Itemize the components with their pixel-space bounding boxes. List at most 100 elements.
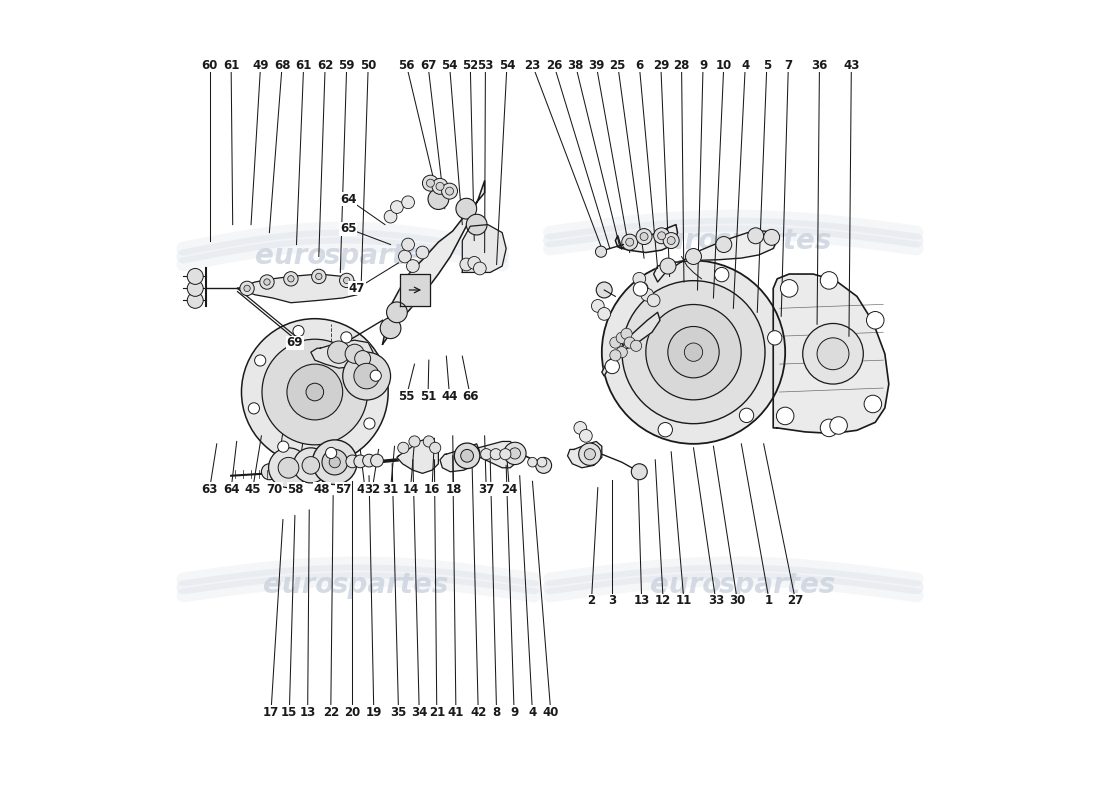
- Text: 45: 45: [244, 482, 261, 496]
- Text: 61: 61: [296, 58, 311, 72]
- Circle shape: [249, 402, 260, 414]
- Circle shape: [609, 337, 622, 348]
- Circle shape: [829, 417, 847, 434]
- Circle shape: [663, 233, 679, 249]
- Text: 9: 9: [510, 706, 518, 719]
- Text: 43: 43: [844, 58, 859, 72]
- Circle shape: [684, 343, 703, 362]
- Circle shape: [626, 238, 634, 246]
- Circle shape: [499, 449, 510, 460]
- Circle shape: [424, 436, 434, 447]
- Circle shape: [865, 395, 881, 413]
- Circle shape: [371, 454, 384, 467]
- Circle shape: [446, 187, 453, 195]
- Circle shape: [624, 337, 636, 348]
- Text: 65: 65: [340, 222, 356, 235]
- Text: 52: 52: [462, 58, 478, 72]
- Circle shape: [579, 443, 601, 466]
- Circle shape: [647, 294, 660, 306]
- Circle shape: [354, 363, 379, 389]
- Text: euro: euro: [263, 571, 334, 599]
- Text: 46: 46: [356, 482, 373, 496]
- Circle shape: [668, 237, 675, 245]
- Circle shape: [716, 237, 732, 253]
- Circle shape: [660, 258, 676, 274]
- Text: 64: 64: [340, 193, 356, 206]
- Text: 14: 14: [403, 482, 419, 496]
- Text: 29: 29: [652, 58, 669, 72]
- Circle shape: [354, 350, 371, 366]
- Circle shape: [537, 458, 547, 467]
- Text: 53: 53: [477, 58, 494, 72]
- Circle shape: [278, 458, 299, 478]
- Circle shape: [777, 407, 794, 425]
- Circle shape: [326, 447, 337, 458]
- Circle shape: [409, 436, 420, 447]
- Circle shape: [685, 249, 702, 265]
- Text: 61: 61: [223, 58, 240, 72]
- Circle shape: [780, 280, 798, 297]
- Text: 30: 30: [729, 594, 746, 607]
- Circle shape: [254, 355, 266, 366]
- Circle shape: [473, 262, 486, 275]
- Circle shape: [609, 350, 622, 361]
- Text: 21: 21: [429, 706, 444, 719]
- Text: 17: 17: [263, 706, 279, 719]
- Circle shape: [345, 455, 359, 468]
- Text: 15: 15: [282, 706, 297, 719]
- Polygon shape: [462, 225, 506, 273]
- Text: 41: 41: [448, 706, 464, 719]
- Circle shape: [460, 258, 473, 271]
- Circle shape: [288, 276, 294, 282]
- Circle shape: [407, 260, 419, 273]
- Circle shape: [748, 228, 763, 244]
- Polygon shape: [476, 442, 519, 468]
- Circle shape: [187, 269, 204, 285]
- Text: euro: euro: [646, 226, 717, 254]
- Circle shape: [260, 275, 274, 289]
- Circle shape: [293, 326, 304, 337]
- Text: 22: 22: [322, 706, 339, 719]
- Circle shape: [343, 278, 350, 284]
- Circle shape: [739, 408, 754, 422]
- Circle shape: [436, 182, 444, 190]
- Circle shape: [621, 281, 764, 424]
- Text: 4: 4: [741, 58, 749, 72]
- Text: spartes: spartes: [718, 571, 836, 599]
- Circle shape: [398, 250, 411, 263]
- Text: 24: 24: [502, 482, 517, 496]
- Circle shape: [328, 341, 350, 363]
- Text: 50: 50: [360, 58, 376, 72]
- Circle shape: [592, 299, 604, 312]
- Text: 32: 32: [364, 482, 381, 496]
- Text: 19: 19: [365, 706, 382, 719]
- Circle shape: [632, 273, 646, 285]
- Circle shape: [316, 274, 322, 280]
- Circle shape: [630, 340, 641, 351]
- Text: 37: 37: [478, 482, 494, 496]
- Circle shape: [441, 183, 458, 199]
- Text: 31: 31: [383, 482, 398, 496]
- Polygon shape: [400, 274, 430, 306]
- Text: 2: 2: [587, 594, 595, 607]
- Circle shape: [658, 232, 666, 240]
- Polygon shape: [440, 444, 480, 472]
- Text: 59: 59: [339, 58, 355, 72]
- Text: 68: 68: [274, 58, 290, 72]
- Text: 55: 55: [398, 390, 415, 402]
- Circle shape: [763, 230, 780, 246]
- Text: 67: 67: [420, 58, 437, 72]
- Text: 54: 54: [498, 58, 515, 72]
- Text: 16: 16: [424, 482, 440, 496]
- Circle shape: [268, 448, 308, 488]
- Text: 27: 27: [788, 594, 804, 607]
- Text: 34: 34: [411, 706, 428, 719]
- Circle shape: [242, 318, 388, 466]
- Circle shape: [653, 228, 670, 244]
- Text: 44: 44: [441, 390, 458, 402]
- Polygon shape: [311, 340, 373, 368]
- Polygon shape: [238, 274, 361, 302]
- Circle shape: [817, 338, 849, 370]
- Circle shape: [371, 370, 382, 382]
- Circle shape: [430, 442, 441, 454]
